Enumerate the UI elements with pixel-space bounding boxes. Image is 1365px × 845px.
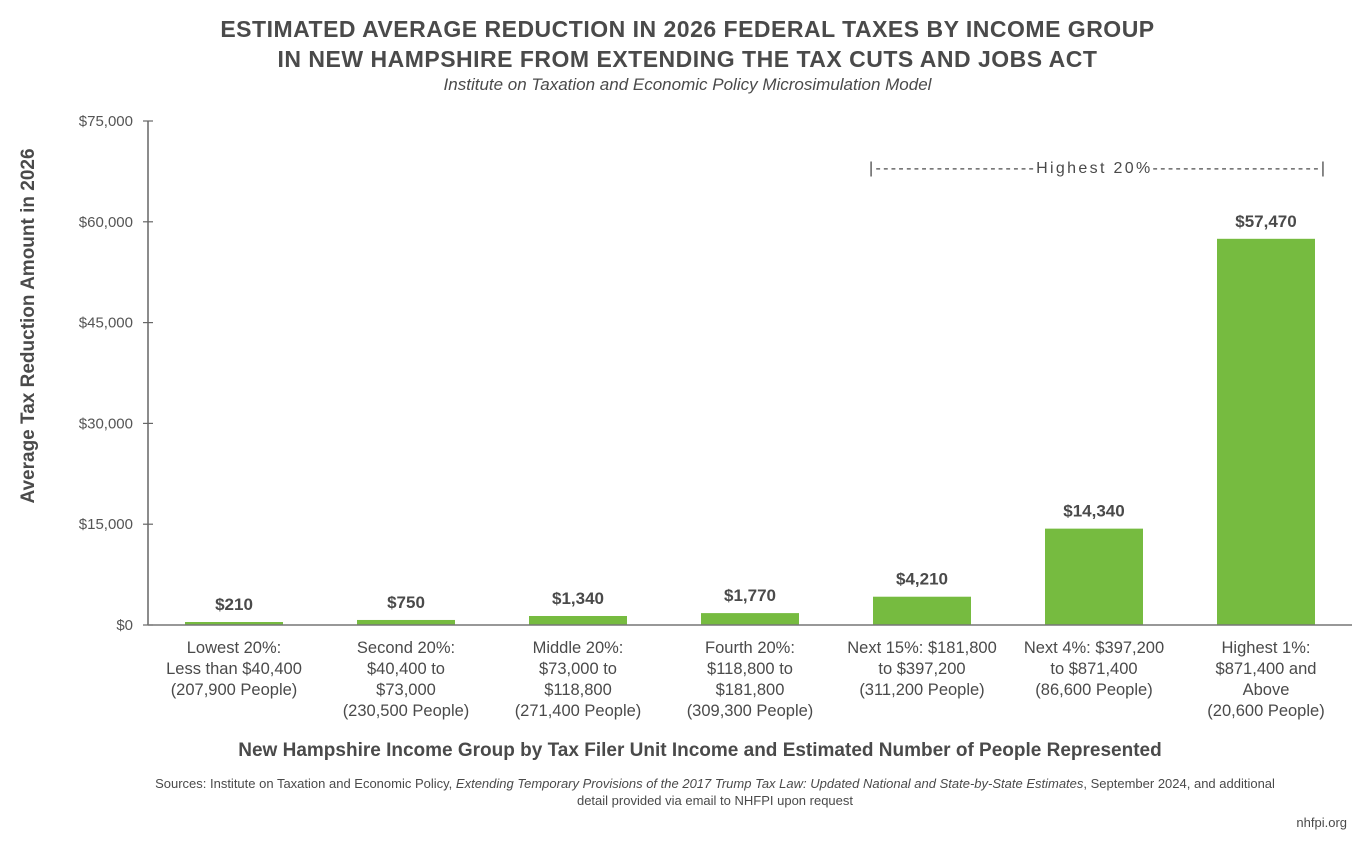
y-tick-label: $75,000 [79, 113, 133, 130]
bar-value-label: $14,340 [1063, 502, 1124, 521]
y-tick-label: $45,000 [79, 315, 133, 332]
x-tick-label: (20,600 People) [1207, 702, 1324, 720]
x-tick-label: $871,400 and [1216, 660, 1317, 678]
chart-title-line-2: IN NEW HAMPSHIRE FROM EXTENDING THE TAX … [277, 46, 1098, 72]
bar-value-label: $1,770 [724, 586, 776, 605]
x-tick-label: (271,400 People) [515, 702, 642, 720]
y-tick-label: $30,000 [79, 415, 133, 432]
bar-value-label: $750 [387, 593, 425, 612]
x-tick-label: $181,800 [716, 681, 785, 699]
bar-value-label: $57,470 [1235, 212, 1296, 231]
x-tick-label: (86,600 People) [1035, 681, 1152, 699]
sources-note: Sources: Institute on Taxation and Econo… [140, 775, 1290, 809]
y-axis-label: Average Tax Reduction Amount in 2026 [18, 148, 39, 503]
site-credit: nhfpi.org [1296, 815, 1347, 830]
sources-prefix: Sources: Institute on Taxation and Econo… [155, 776, 456, 791]
x-tick-label: Above [1243, 681, 1290, 699]
x-axis-label: New Hampshire Income Group by Tax Filer … [238, 740, 1162, 761]
x-tick-label: Less than $40,400 [166, 660, 302, 678]
x-tick-label: Next 4%: $397,200 [1024, 639, 1164, 657]
bar [1045, 528, 1143, 625]
x-tick-label: (230,500 People) [343, 702, 470, 720]
x-tick-label: Next 15%: $181,800 [847, 639, 997, 657]
sources-suffix: , September 2024, and additional detail … [576, 776, 1275, 808]
bar [701, 613, 799, 625]
bar-value-label: $4,210 [896, 570, 948, 589]
y-tick-label: $0 [116, 617, 133, 634]
bar-value-label: $1,340 [552, 589, 604, 608]
x-tick-label: Lowest 20%: [187, 639, 281, 657]
x-tick-label: Middle 20%: [533, 639, 624, 657]
x-tick-label: (309,300 People) [687, 702, 814, 720]
x-tick-label: to $397,200 [878, 660, 965, 678]
x-tick-label: Highest 1%: [1222, 639, 1311, 657]
highest-20-bracket-annotation: |---------------------Highest 20%-------… [869, 160, 1325, 177]
x-tick-label: $73,000 [376, 681, 436, 699]
chart-subtitle: Institute on Taxation and Economic Polic… [443, 75, 932, 94]
bar [357, 619, 455, 625]
bar-value-label: $210 [215, 595, 253, 614]
x-tick-label: to $871,400 [1050, 660, 1137, 678]
chart-title-line-1: ESTIMATED AVERAGE REDUCTION IN 2026 FEDE… [220, 16, 1155, 42]
bar [185, 622, 283, 625]
x-tick-label: (311,200 People) [859, 681, 984, 699]
x-tick-label: $40,400 to [367, 660, 445, 678]
y-tick-label: $15,000 [79, 516, 133, 533]
bar [1217, 238, 1315, 625]
x-tick-label: $118,800 to [707, 660, 793, 678]
x-tick-label: Fourth 20%: [705, 639, 795, 657]
x-tick-label: $118,800 [544, 681, 612, 699]
y-tick-label: $60,000 [79, 214, 133, 231]
x-tick-label: Second 20%: [357, 639, 455, 657]
x-tick-label: $73,000 to [539, 660, 617, 678]
bar [873, 596, 971, 625]
sources-report-title: Extending Temporary Provisions of the 20… [455, 776, 1084, 791]
bar [529, 615, 627, 625]
x-tick-label: (207,900 People) [171, 681, 298, 699]
